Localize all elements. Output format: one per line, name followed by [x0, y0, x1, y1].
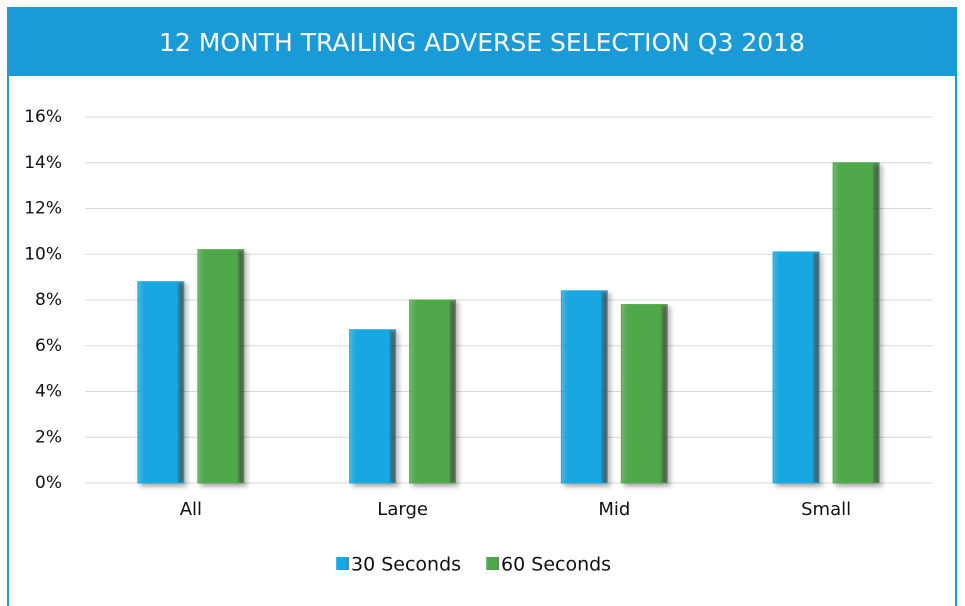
- legend-swatch: [336, 557, 349, 570]
- y-tick-label: 2%: [35, 427, 62, 447]
- legend-label: 30 Seconds: [351, 554, 461, 576]
- y-tick-label: 4%: [35, 382, 62, 402]
- y-tick-label: 6%: [35, 336, 62, 356]
- bar: [349, 329, 397, 484]
- x-tick-label: All: [180, 499, 202, 520]
- y-tick-label: 8%: [35, 290, 62, 310]
- x-tick-label: Mid: [598, 499, 630, 520]
- chart-title: 12 MONTH TRAILING ADVERSE SELECTION Q3 2…: [159, 28, 805, 57]
- legend-label: 60 Seconds: [501, 554, 611, 576]
- x-tick-label: Small: [801, 499, 851, 520]
- bar: [137, 281, 185, 484]
- bar: [197, 249, 245, 484]
- bar: [772, 251, 820, 484]
- header: [8, 8, 956, 76]
- y-tick-label: 14%: [24, 153, 62, 173]
- bar: [620, 304, 668, 484]
- legend-swatch: [486, 557, 500, 570]
- bar: [832, 162, 880, 484]
- y-tick-label: 0%: [35, 473, 62, 493]
- y-tick-label: 16%: [24, 107, 62, 127]
- y-tick-label: 10%: [24, 244, 62, 264]
- bar: [560, 290, 608, 484]
- bar: [409, 299, 457, 484]
- x-tick-label: Large: [377, 499, 428, 520]
- y-tick-label: 12%: [24, 199, 62, 219]
